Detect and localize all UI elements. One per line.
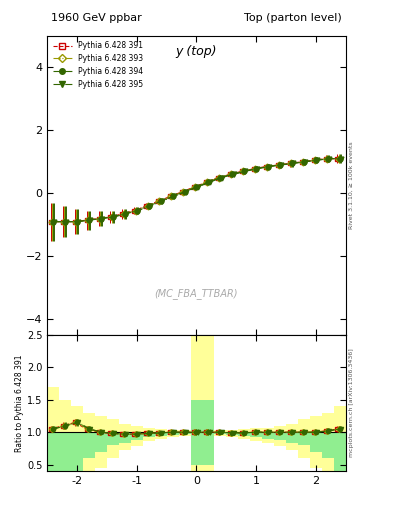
Text: mcplots.cern.ch [arXiv:1306.3436]: mcplots.cern.ch [arXiv:1306.3436] — [349, 349, 354, 457]
Y-axis label: Ratio to Pythia 6.428 391: Ratio to Pythia 6.428 391 — [15, 354, 24, 452]
Text: y (top): y (top) — [176, 45, 217, 58]
Text: (MC_FBA_TTBAR): (MC_FBA_TTBAR) — [155, 288, 238, 299]
Legend: Pythia 6.428 391, Pythia 6.428 393, Pythia 6.428 394, Pythia 6.428 395: Pythia 6.428 391, Pythia 6.428 393, Pyth… — [50, 38, 146, 92]
Text: Rivet 3.1.10, ≥ 100k events: Rivet 3.1.10, ≥ 100k events — [349, 142, 354, 229]
Text: 1960 GeV ppbar: 1960 GeV ppbar — [51, 13, 142, 23]
Text: Top (parton level): Top (parton level) — [244, 13, 342, 23]
